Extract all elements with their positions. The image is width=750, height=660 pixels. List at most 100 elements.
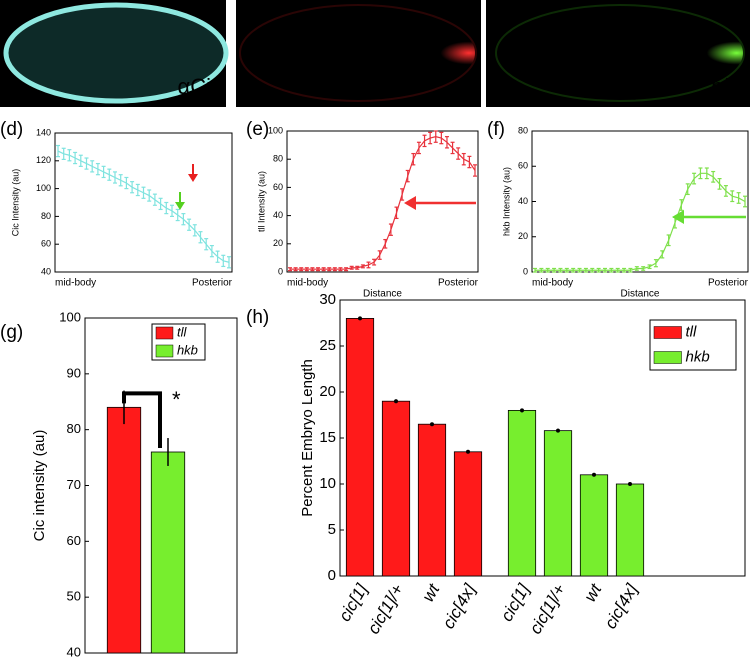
y-tick-label: 80	[273, 154, 283, 164]
plot-frame	[531, 130, 749, 273]
mean-dot	[358, 316, 362, 321]
arrow-head	[175, 202, 185, 210]
bar	[615, 483, 645, 577]
data-line	[57, 150, 230, 263]
mean-dot	[430, 422, 434, 427]
y-tick-label: 20	[273, 238, 283, 248]
embryo	[3, 2, 229, 104]
y-axis-label: Cic Intensity (au)	[10, 169, 20, 237]
image-caption: tll	[461, 74, 478, 99]
x-tick-label: wt	[580, 580, 606, 605]
legend-swatch	[653, 326, 682, 339]
x-end-label: Posterior	[708, 278, 749, 289]
data-line	[290, 136, 476, 270]
mean-dot	[628, 482, 632, 486]
image-caption: hkb	[711, 74, 746, 99]
x-axis-label: Distance	[363, 289, 402, 300]
mean-dot	[520, 408, 524, 413]
y-tick-label: 20	[518, 231, 528, 241]
bar	[453, 451, 483, 577]
bar	[150, 451, 186, 654]
legend-swatch	[155, 344, 174, 358]
panel-label: (a)	[1, 3, 24, 24]
bar	[579, 474, 609, 577]
legend-label: hkb	[686, 348, 710, 365]
data-line	[535, 172, 746, 271]
panel-label: (f)	[487, 119, 505, 140]
y-tick-label: 60	[41, 239, 51, 249]
y-tick-label: 0	[278, 266, 283, 276]
legend-label: tll	[177, 324, 188, 339]
y-tick-label: 80	[67, 421, 81, 436]
y-tick-label: 40	[67, 644, 81, 659]
y-tick-label: 40	[518, 196, 528, 206]
mean-dot	[466, 449, 470, 454]
arrow-head	[404, 196, 416, 210]
bar	[543, 430, 573, 577]
y-tick-label: 0	[523, 266, 528, 276]
y-tick-label: 5	[328, 521, 336, 538]
y-tick-label: 80	[41, 211, 51, 221]
y-tick-label: 100	[268, 125, 283, 135]
y-tick-label: 80	[518, 125, 528, 135]
x-tick-label: cic[4x]	[601, 580, 642, 632]
x-axis-label: Distance	[621, 289, 660, 300]
y-axis-label: Cic intensity (au)	[31, 430, 48, 542]
embryo	[495, 4, 745, 102]
legend-swatch	[653, 351, 682, 364]
y-tick-label: 0	[328, 567, 336, 584]
panel-label: (d)	[0, 119, 23, 140]
x-end-label: Posterior	[192, 278, 233, 289]
embryo	[239, 4, 477, 102]
x-tick-label: cic[1]/+	[364, 581, 408, 638]
y-tick-label: 60	[67, 533, 81, 548]
y-tick-label: 10	[319, 475, 336, 492]
mean-dot	[556, 428, 560, 433]
y-tick-label: 30	[319, 291, 336, 308]
arrow-head	[188, 174, 198, 182]
panel-label: (h)	[246, 307, 269, 328]
y-tick-label: 25	[319, 337, 336, 354]
y-axis-label: hkb Intensity (au)	[501, 167, 511, 236]
plot-frame	[54, 132, 233, 273]
x-end-label: mid-body	[55, 278, 96, 289]
y-tick-label: 15	[319, 429, 336, 446]
bar	[381, 400, 411, 577]
x-tick-label: cic[4x]	[439, 580, 480, 632]
x-tick-label: cic[1]/+	[526, 581, 570, 638]
x-tick-label: cic[1]	[497, 580, 534, 625]
x-tick-label: wt	[418, 580, 444, 605]
y-tick-label: 60	[273, 182, 283, 192]
bar	[417, 423, 447, 577]
y-tick-label: 100	[36, 183, 51, 193]
y-tick-label: 40	[41, 266, 51, 276]
panel-label: (e)	[246, 119, 269, 140]
plot-frame	[286, 130, 479, 273]
y-tick-label: 70	[67, 477, 81, 492]
bar	[106, 406, 142, 654]
y-tick-label: 60	[518, 161, 528, 171]
bar	[507, 409, 537, 577]
x-end-label: mid-body	[287, 278, 328, 289]
legend-label: tll	[686, 323, 698, 340]
panel-label: (g)	[0, 322, 23, 343]
image-caption: αCic	[178, 74, 223, 99]
bar	[345, 317, 375, 577]
annotation: *	[172, 387, 181, 412]
x-end-label: mid-body	[532, 278, 573, 289]
y-tick-label: 20	[319, 383, 336, 400]
legend-swatch	[155, 326, 174, 340]
y-tick-label: 40	[273, 210, 283, 220]
y-tick-label: 50	[67, 589, 81, 604]
x-tick-label: cic[1]	[335, 580, 372, 625]
arrow-head	[672, 210, 684, 224]
y-axis-label: Percent Embryo Length	[299, 359, 316, 517]
significance-bracket	[122, 391, 162, 448]
x-end-label: Posterior	[438, 278, 479, 289]
panel-label: (c)	[487, 3, 509, 24]
y-tick-label: 90	[67, 365, 81, 380]
y-axis-label: tll Intensity (au)	[256, 171, 266, 232]
y-tick-label: 140	[36, 127, 51, 137]
legend-label: hkb	[177, 342, 198, 357]
